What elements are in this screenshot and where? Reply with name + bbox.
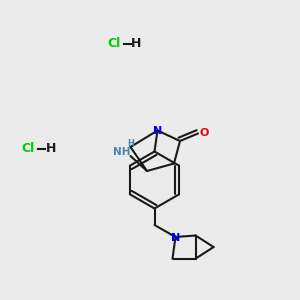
Text: O: O (200, 128, 209, 138)
Text: Cl: Cl (107, 37, 121, 50)
Text: N: N (154, 125, 163, 136)
Text: NH: NH (113, 147, 131, 158)
Text: H: H (128, 140, 134, 148)
Text: Cl: Cl (22, 142, 35, 155)
Text: H: H (131, 37, 142, 50)
Text: N: N (172, 232, 181, 243)
Text: H: H (46, 142, 56, 155)
